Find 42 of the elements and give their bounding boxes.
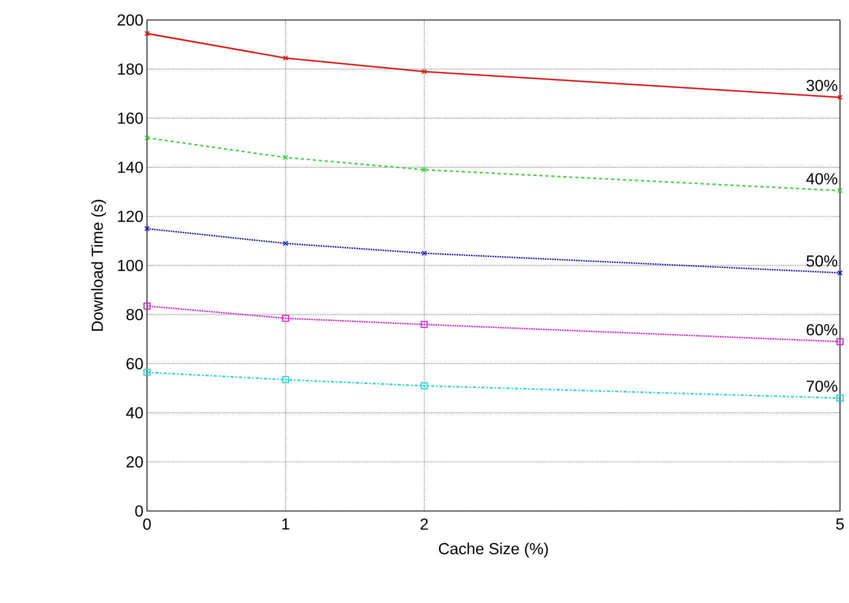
point [422, 250, 427, 256]
y-tick-label: 80 [126, 308, 143, 320]
point [422, 167, 427, 172]
y-tick-label: 160 [118, 112, 143, 124]
point [837, 94, 843, 100]
y-tick-label: 20 [126, 456, 143, 468]
x-tick-label: 1 [282, 518, 290, 530]
y-tick-label: 140 [118, 162, 143, 173]
y-tick-label: 0 [135, 505, 143, 517]
point [282, 240, 288, 246]
point [282, 314, 290, 322]
x-tick-label: 2 [420, 518, 428, 530]
point [837, 270, 843, 276]
series-label: 40% [806, 173, 838, 184]
y-tick-label: 40 [126, 407, 143, 418]
y-tick-label: 60 [126, 358, 143, 370]
y-tick-label: 120 [118, 210, 143, 222]
series-label: 60% [806, 324, 838, 336]
x-tick-label: 0 [143, 518, 151, 530]
series-label: 30% [806, 80, 838, 92]
y-tick-label: 180 [118, 63, 143, 75]
series-label: 50% [806, 255, 838, 267]
point [144, 135, 150, 140]
point [144, 302, 151, 310]
point [282, 154, 288, 160]
point [836, 394, 844, 402]
point [837, 188, 843, 194]
point [422, 68, 427, 74]
point [836, 338, 844, 346]
point [420, 382, 428, 390]
x-axis-title: Cache Size (%) [438, 542, 548, 558]
point [144, 226, 150, 232]
y-tick-label: 200 [118, 14, 143, 26]
point [144, 30, 150, 36]
point [144, 368, 151, 376]
point [420, 320, 428, 328]
y-tick-label: 100 [118, 260, 143, 272]
y-axis-title: Download Time (s) [91, 200, 106, 331]
x-tick-label: 5 [836, 518, 844, 530]
point [282, 55, 288, 61]
series-label: 70% [806, 380, 838, 392]
point [282, 376, 290, 384]
